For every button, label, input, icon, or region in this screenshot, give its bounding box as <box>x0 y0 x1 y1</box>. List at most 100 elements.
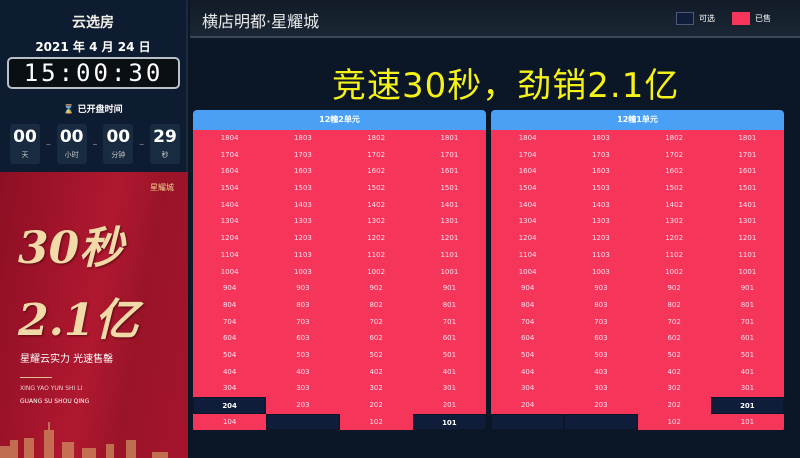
unit-cell-sold[interactable]: 801 <box>710 296 784 314</box>
unit-cell-sold[interactable]: 1803 <box>266 130 340 147</box>
unit-cell-sold[interactable]: 1402 <box>637 196 711 214</box>
unit-cell-sold[interactable]: 801 <box>412 296 486 314</box>
unit-cell-sold[interactable]: 1004 <box>193 263 267 281</box>
unit-cell-sold[interactable]: 1801 <box>412 130 486 147</box>
unit-cell-sold[interactable]: 702 <box>637 313 711 331</box>
unit-cell-sold[interactable]: 1502 <box>339 180 413 197</box>
unit-cell-sold[interactable]: 1603 <box>266 163 340 181</box>
unit-cell-sold[interactable]: 1303 <box>564 213 638 231</box>
unit-cell-sold[interactable]: 1604 <box>193 163 267 181</box>
unit-cell-sold[interactable]: 1501 <box>412 180 486 197</box>
unit-cell-sold[interactable]: 503 <box>266 346 340 364</box>
unit-cell-sold[interactable]: 402 <box>637 363 711 381</box>
unit-cell-sold[interactable]: 1202 <box>339 230 413 247</box>
unit-cell-sold[interactable]: 1103 <box>564 246 638 264</box>
unit-cell-sold[interactable]: 303 <box>564 380 638 397</box>
unit-cell-available[interactable]: 101 <box>412 413 486 431</box>
unit-cell-sold[interactable]: 901 <box>710 280 784 297</box>
unit-cell-sold[interactable]: 1704 <box>193 146 267 164</box>
unit-cell-sold[interactable]: 1104 <box>491 246 565 264</box>
unit-cell-sold[interactable]: 1803 <box>564 130 638 147</box>
unit-cell-available[interactable] <box>491 413 565 431</box>
unit-cell-sold[interactable]: 1301 <box>412 213 486 231</box>
unit-cell-sold[interactable]: 401 <box>710 363 784 381</box>
unit-cell-sold[interactable]: 1504 <box>491 180 565 197</box>
unit-cell-sold[interactable]: 1202 <box>637 230 711 247</box>
unit-cell-sold[interactable]: 404 <box>193 363 267 381</box>
unit-cell-sold[interactable]: 901 <box>412 280 486 297</box>
unit-cell-sold[interactable]: 1403 <box>266 196 340 214</box>
unit-cell-sold[interactable]: 202 <box>339 397 413 414</box>
unit-cell-sold[interactable]: 804 <box>193 296 267 314</box>
unit-cell-sold[interactable]: 1302 <box>339 213 413 231</box>
unit-cell-sold[interactable]: 802 <box>339 296 413 314</box>
unit-cell-sold[interactable]: 1703 <box>564 146 638 164</box>
unit-cell-sold[interactable]: 904 <box>491 280 565 297</box>
unit-cell-sold[interactable]: 1201 <box>710 230 784 247</box>
unit-cell-sold[interactable]: 1403 <box>564 196 638 214</box>
unit-cell-sold[interactable]: 903 <box>266 280 340 297</box>
unit-cell-sold[interactable]: 203 <box>564 397 638 414</box>
unit-cell-sold[interactable]: 1404 <box>491 196 565 214</box>
unit-cell-sold[interactable]: 1004 <box>491 263 565 281</box>
unit-cell-sold[interactable]: 203 <box>266 397 340 414</box>
unit-cell-available[interactable]: 201 <box>710 397 784 414</box>
unit-cell-sold[interactable]: 1001 <box>412 263 486 281</box>
unit-cell-sold[interactable]: 1601 <box>710 163 784 181</box>
unit-cell-sold[interactable]: 1601 <box>412 163 486 181</box>
unit-cell-sold[interactable]: 302 <box>339 380 413 397</box>
unit-cell-sold[interactable]: 903 <box>564 280 638 297</box>
unit-cell-sold[interactable]: 604 <box>491 330 565 347</box>
unit-cell-sold[interactable]: 1604 <box>491 163 565 181</box>
unit-cell-sold[interactable]: 601 <box>412 330 486 347</box>
unit-cell-sold[interactable]: 1701 <box>710 146 784 164</box>
unit-cell-sold[interactable]: 1101 <box>412 246 486 264</box>
unit-cell-sold[interactable]: 1102 <box>339 246 413 264</box>
unit-cell-sold[interactable]: 501 <box>412 346 486 364</box>
unit-cell-sold[interactable]: 1503 <box>564 180 638 197</box>
unit-cell-sold[interactable]: 1204 <box>193 230 267 247</box>
unit-cell-sold[interactable]: 1301 <box>710 213 784 231</box>
unit-cell-sold[interactable]: 603 <box>564 330 638 347</box>
unit-cell-sold[interactable]: 1501 <box>710 180 784 197</box>
unit-cell-available[interactable] <box>564 413 638 431</box>
unit-cell-sold[interactable]: 301 <box>710 380 784 397</box>
unit-cell-sold[interactable]: 504 <box>193 346 267 364</box>
unit-cell-sold[interactable]: 501 <box>710 346 784 364</box>
unit-cell-sold[interactable]: 1701 <box>412 146 486 164</box>
unit-cell-sold[interactable]: 301 <box>412 380 486 397</box>
unit-cell-sold[interactable]: 603 <box>266 330 340 347</box>
unit-cell-sold[interactable]: 1101 <box>710 246 784 264</box>
unit-cell-sold[interactable]: 1802 <box>637 130 711 147</box>
unit-cell-sold[interactable]: 403 <box>266 363 340 381</box>
unit-cell-sold[interactable]: 1401 <box>710 196 784 214</box>
unit-cell-sold[interactable]: 403 <box>564 363 638 381</box>
unit-cell-sold[interactable]: 202 <box>637 397 711 414</box>
unit-cell-sold[interactable]: 703 <box>564 313 638 331</box>
unit-cell-sold[interactable]: 204 <box>491 397 565 414</box>
unit-cell-sold[interactable]: 1002 <box>637 263 711 281</box>
unit-cell-sold[interactable]: 1503 <box>266 180 340 197</box>
unit-cell-sold[interactable]: 1104 <box>193 246 267 264</box>
unit-cell-sold[interactable]: 601 <box>710 330 784 347</box>
unit-cell-sold[interactable]: 201 <box>412 397 486 414</box>
unit-cell-sold[interactable]: 304 <box>193 380 267 397</box>
unit-cell-sold[interactable]: 1404 <box>193 196 267 214</box>
unit-cell-sold[interactable]: 1304 <box>491 213 565 231</box>
unit-cell-sold[interactable]: 1603 <box>564 163 638 181</box>
unit-cell-sold[interactable]: 1804 <box>491 130 565 147</box>
unit-cell-sold[interactable]: 401 <box>412 363 486 381</box>
unit-cell-available[interactable]: 204 <box>193 397 267 414</box>
unit-cell-sold[interactable]: 1602 <box>339 163 413 181</box>
unit-cell-sold[interactable]: 1304 <box>193 213 267 231</box>
unit-cell-sold[interactable]: 101 <box>710 413 784 431</box>
unit-cell-sold[interactable]: 803 <box>564 296 638 314</box>
unit-cell-sold[interactable]: 604 <box>193 330 267 347</box>
unit-cell-sold[interactable]: 1001 <box>710 263 784 281</box>
unit-cell-sold[interactable]: 1702 <box>637 146 711 164</box>
unit-cell-sold[interactable]: 701 <box>710 313 784 331</box>
unit-cell-sold[interactable]: 1203 <box>266 230 340 247</box>
unit-cell-sold[interactable]: 1703 <box>266 146 340 164</box>
unit-cell-sold[interactable]: 902 <box>637 280 711 297</box>
unit-cell-sold[interactable]: 704 <box>193 313 267 331</box>
